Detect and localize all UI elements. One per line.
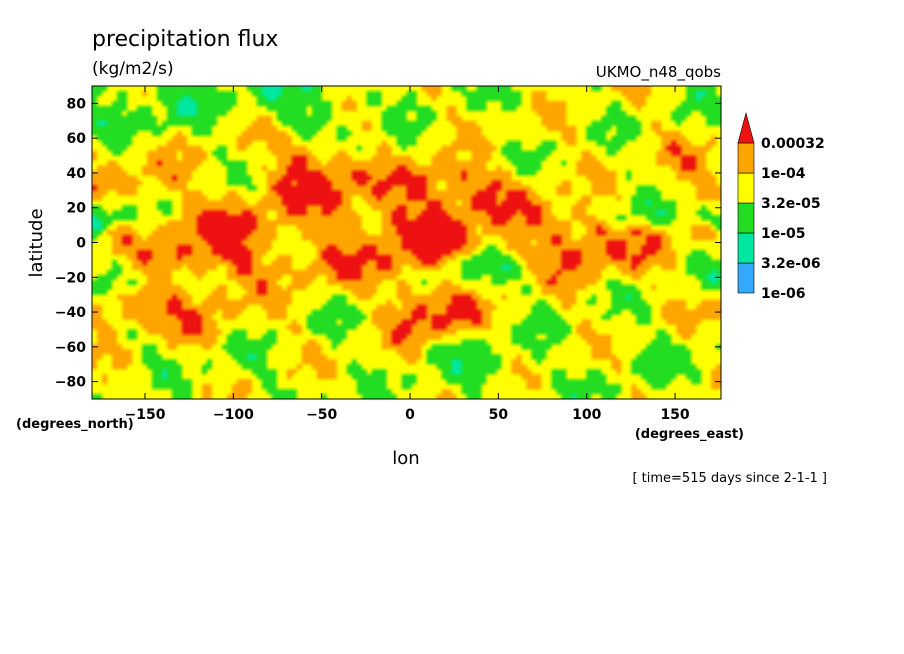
y-tick-label: 60 — [67, 131, 87, 147]
colorbar-label: 1e-06 — [761, 286, 806, 302]
y-axis-ticks: −80 −60 −40 −20 0 20 40 60 80 — [55, 96, 721, 391]
plot-area: −150 −100 −50 0 50 100 150 −80 −60 −40 −20 0 20 40 60… — [55, 85, 722, 423]
x-tick-label: −50 — [306, 407, 337, 423]
y-tick-label: −60 — [55, 340, 86, 356]
y-tick-label: −80 — [55, 375, 86, 391]
x-axis-units: (degrees_east) — [635, 427, 744, 442]
y-tick-label: 0 — [76, 236, 86, 252]
colorbar: 1e-06 3.2e-06 1e-05 3.2e-05 1e-04 0.00032 — [737, 111, 825, 302]
x-tick-label: 100 — [572, 407, 601, 423]
colorbar-label: 3.2e-05 — [761, 196, 821, 212]
chart-units: (kg/m2/s) — [92, 59, 174, 79]
y-axis-units: (degrees_north) — [16, 417, 134, 432]
y-tick-label: 80 — [67, 96, 87, 112]
x-tick-label: 150 — [660, 407, 689, 423]
colorbar-max-arrow — [737, 111, 755, 144]
x-tick-label: −150 — [125, 407, 166, 423]
y-tick-label: −20 — [55, 270, 86, 286]
colorbar-swatch — [737, 172, 755, 204]
y-tick-label: −40 — [55, 305, 86, 321]
chart-title: precipitation flux — [92, 27, 278, 52]
precipitation-field — [92, 86, 721, 399]
y-tick-label: 20 — [67, 201, 87, 217]
colorbar-swatch — [737, 232, 755, 264]
colorbar-label: 1e-05 — [761, 226, 806, 242]
time-footnote: [ time=515 days since 2-1-1 ] — [632, 471, 827, 486]
dataset-label: UKMO_n48_qobs — [596, 63, 721, 82]
colorbar-swatch — [737, 262, 755, 294]
colorbar-swatch — [737, 202, 755, 234]
x-axis-ticks: −150 −100 −50 0 50 100 150 — [125, 86, 690, 423]
y-tick-label: 40 — [67, 166, 87, 182]
colorbar-label: 1e-04 — [761, 166, 806, 182]
colorbar-swatch — [737, 142, 755, 174]
x-tick-label: −100 — [213, 407, 254, 423]
y-axis-label: latitude — [26, 208, 47, 277]
x-axis-label: lon — [392, 448, 419, 469]
x-tick-label: 50 — [489, 407, 509, 423]
x-tick-label: 0 — [405, 407, 415, 423]
colorbar-label: 0.00032 — [761, 136, 825, 152]
colorbar-label: 3.2e-06 — [761, 256, 821, 272]
